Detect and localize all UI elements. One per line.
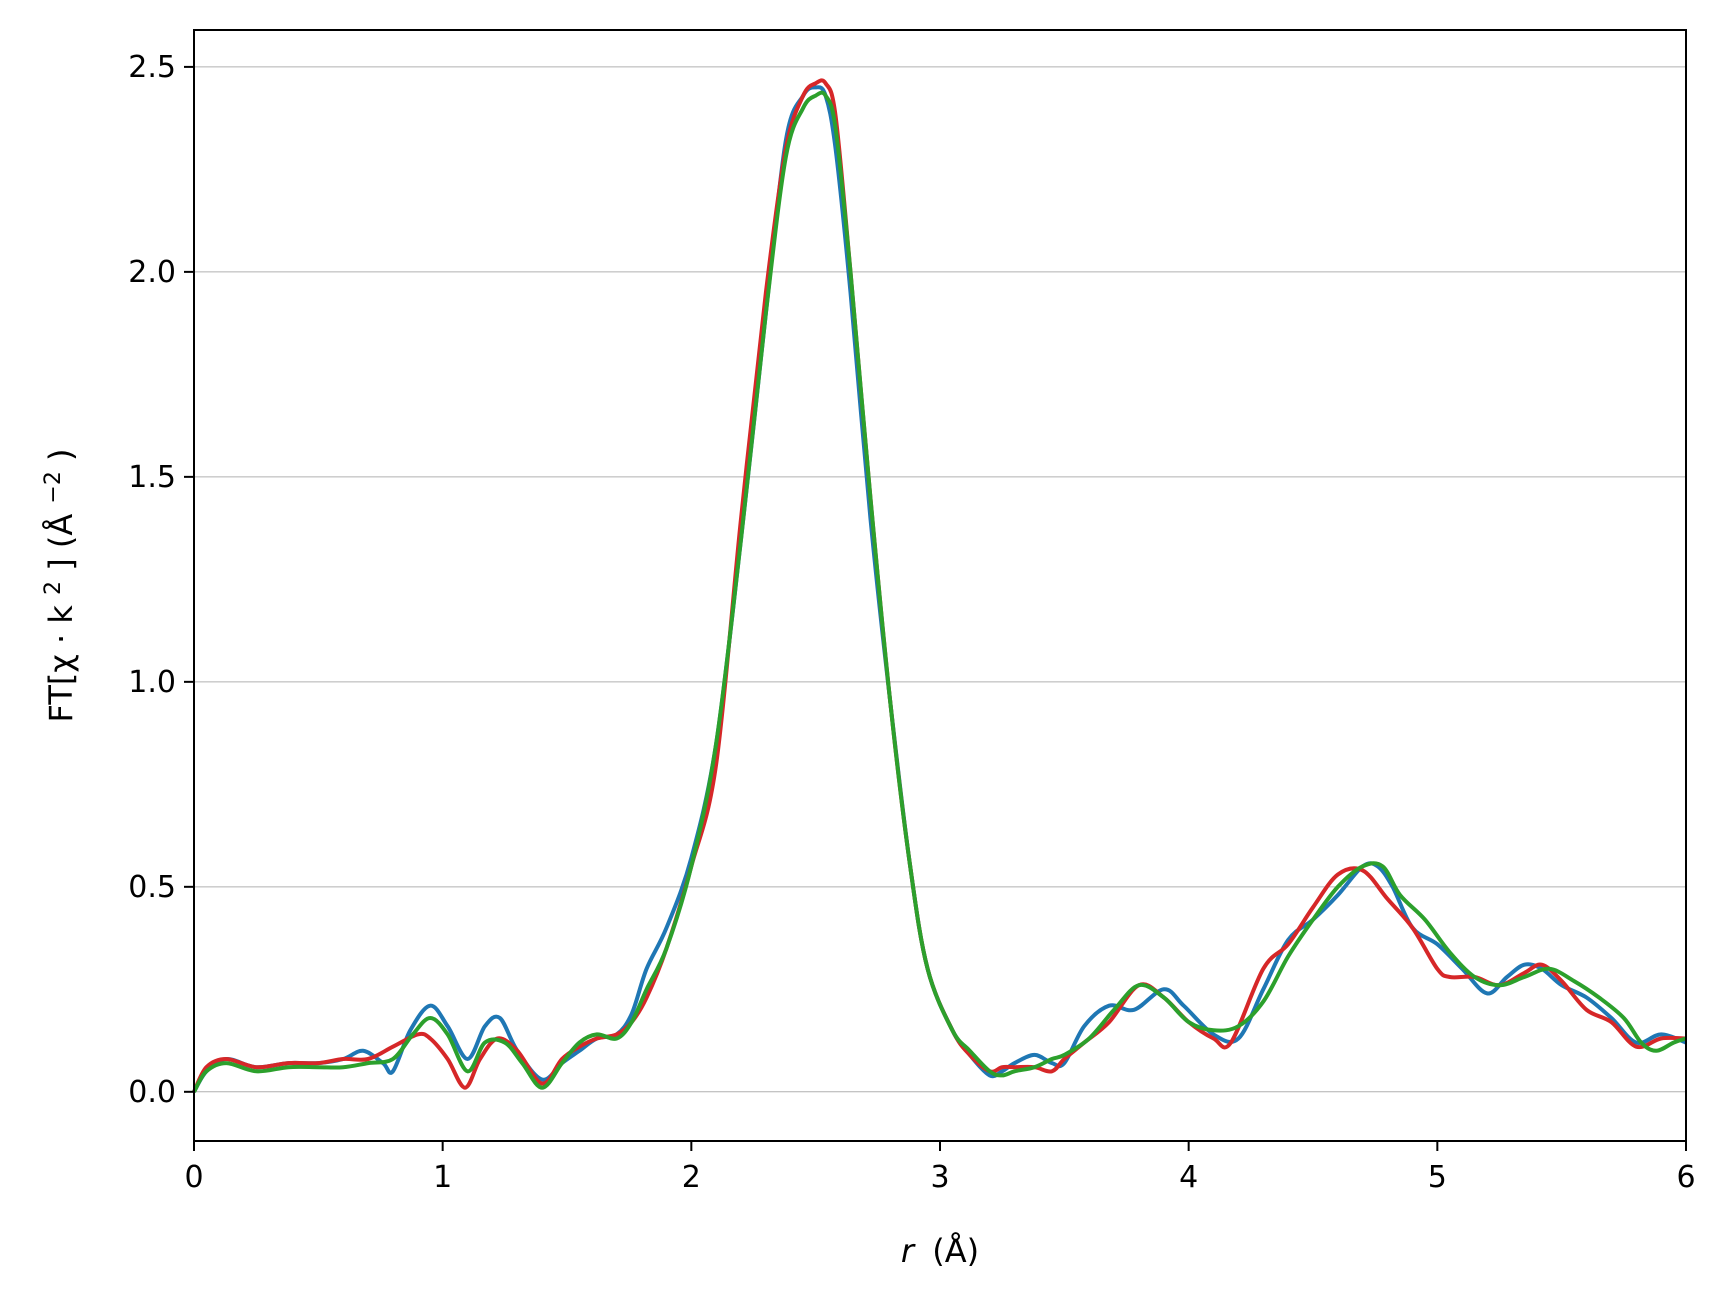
x-axis-label-var: r [901, 1232, 916, 1270]
axis-ticks: 0 1 2 3 4 5 6 0.0 0.5 1.0 1.5 2.0 2.5 [128, 50, 1695, 1195]
x-tick-label-5: 5 [1428, 1160, 1447, 1195]
x-tick-label-2: 2 [682, 1160, 701, 1195]
y-axis-label-close: ] (Å [42, 514, 80, 571]
series-line-2 [192, 90, 1687, 1093]
y-axis-label-sup: 2 [41, 581, 66, 595]
y-tick-label-2: 1.0 [128, 665, 176, 700]
x-tick-label-0: 0 [184, 1160, 203, 1195]
y-axis-label-unit-sup: −2 [41, 471, 66, 503]
y-tick-label-1: 0.5 [128, 870, 176, 905]
y-axis-label-main: FT[χ · k [42, 605, 80, 723]
y-tick-label-5: 2.5 [128, 50, 176, 85]
grid-lines [194, 66, 1686, 1093]
x-tick-label-3: 3 [930, 1160, 949, 1195]
x-tick-label-6: 6 [1676, 1160, 1695, 1195]
series-group [192, 78, 1687, 1093]
x-tick-label-1: 1 [433, 1160, 452, 1195]
x-axis-label: r (Å) [901, 1232, 979, 1270]
x-axis-label-unit: (Å) [932, 1232, 979, 1270]
y-tick-label-0: 0.0 [128, 1075, 176, 1110]
y-tick-label-4: 2.0 [128, 255, 176, 290]
y-axis-label-end: ) [42, 448, 80, 460]
x-tick-label-4: 4 [1179, 1160, 1198, 1195]
y-tick-label-3: 1.5 [128, 460, 176, 495]
y-axis-label: FT[χ · k 2 ] (Å −2 ) [30, 448, 80, 722]
